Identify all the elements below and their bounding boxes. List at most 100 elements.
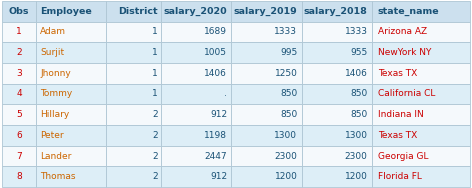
Bar bbox=[2, 63, 36, 84]
Bar bbox=[161, 166, 231, 187]
Text: Employee: Employee bbox=[40, 7, 92, 16]
Text: Florida FL: Florida FL bbox=[378, 172, 421, 181]
Bar bbox=[302, 42, 372, 63]
Bar bbox=[2, 84, 36, 104]
Text: 850: 850 bbox=[280, 110, 297, 119]
Bar bbox=[231, 166, 302, 187]
Text: 1005: 1005 bbox=[204, 48, 227, 57]
Bar bbox=[36, 1, 106, 22]
Text: 6: 6 bbox=[16, 131, 22, 140]
Text: 1: 1 bbox=[152, 48, 158, 57]
Text: District: District bbox=[118, 7, 158, 16]
Text: 5: 5 bbox=[16, 110, 22, 119]
Text: 1333: 1333 bbox=[274, 27, 297, 36]
Bar bbox=[302, 104, 372, 125]
Text: Indiana IN: Indiana IN bbox=[378, 110, 423, 119]
Text: NewYork NY: NewYork NY bbox=[378, 48, 431, 57]
Bar bbox=[106, 1, 161, 22]
Text: 1333: 1333 bbox=[345, 27, 368, 36]
Bar bbox=[2, 22, 36, 42]
Bar bbox=[302, 1, 372, 22]
Text: Arizona AZ: Arizona AZ bbox=[378, 27, 427, 36]
Bar bbox=[161, 125, 231, 146]
Bar bbox=[106, 166, 161, 187]
Bar bbox=[36, 22, 106, 42]
Bar bbox=[161, 1, 231, 22]
Bar bbox=[231, 84, 302, 104]
Text: state_name: state_name bbox=[378, 7, 439, 16]
Bar bbox=[36, 104, 106, 125]
Text: salary_2020: salary_2020 bbox=[164, 7, 227, 16]
Bar bbox=[2, 104, 36, 125]
Text: 8: 8 bbox=[16, 172, 22, 181]
Text: 1300: 1300 bbox=[274, 131, 297, 140]
Bar bbox=[106, 63, 161, 84]
Bar bbox=[231, 42, 302, 63]
Bar bbox=[161, 104, 231, 125]
Text: Texas TX: Texas TX bbox=[378, 131, 417, 140]
Bar bbox=[106, 84, 161, 104]
Bar bbox=[372, 1, 470, 22]
Text: 1689: 1689 bbox=[204, 27, 227, 36]
Text: Peter: Peter bbox=[40, 131, 64, 140]
Bar bbox=[106, 146, 161, 166]
Text: Hillary: Hillary bbox=[40, 110, 69, 119]
Text: 1: 1 bbox=[152, 89, 158, 99]
Text: 4: 4 bbox=[17, 89, 22, 99]
Bar bbox=[106, 22, 161, 42]
Text: 850: 850 bbox=[350, 89, 368, 99]
Text: Georgia GL: Georgia GL bbox=[378, 152, 428, 161]
Text: Texas TX: Texas TX bbox=[378, 69, 417, 78]
Bar bbox=[36, 146, 106, 166]
Bar bbox=[372, 104, 470, 125]
Text: .: . bbox=[224, 89, 227, 99]
Text: 3: 3 bbox=[16, 69, 22, 78]
Bar bbox=[302, 63, 372, 84]
Text: 1406: 1406 bbox=[204, 69, 227, 78]
Text: Jhonny: Jhonny bbox=[40, 69, 71, 78]
Text: Lander: Lander bbox=[40, 152, 72, 161]
Bar bbox=[372, 125, 470, 146]
Text: 912: 912 bbox=[210, 110, 227, 119]
Bar bbox=[231, 104, 302, 125]
Text: 1: 1 bbox=[152, 27, 158, 36]
Bar bbox=[161, 84, 231, 104]
Bar bbox=[372, 42, 470, 63]
Text: 2: 2 bbox=[17, 48, 22, 57]
Text: 2: 2 bbox=[152, 110, 158, 119]
Text: 955: 955 bbox=[350, 48, 368, 57]
Text: 1406: 1406 bbox=[345, 69, 368, 78]
Bar bbox=[36, 84, 106, 104]
Bar bbox=[161, 22, 231, 42]
Text: 1250: 1250 bbox=[275, 69, 297, 78]
Bar bbox=[36, 166, 106, 187]
Bar bbox=[36, 125, 106, 146]
Bar bbox=[372, 146, 470, 166]
Bar bbox=[161, 63, 231, 84]
Text: Adam: Adam bbox=[40, 27, 66, 36]
Text: 2447: 2447 bbox=[204, 152, 227, 161]
Text: 850: 850 bbox=[350, 110, 368, 119]
Text: salary_2019: salary_2019 bbox=[234, 7, 297, 16]
Bar bbox=[231, 22, 302, 42]
Bar bbox=[2, 146, 36, 166]
Bar bbox=[231, 146, 302, 166]
Text: 2: 2 bbox=[152, 152, 158, 161]
Bar bbox=[372, 84, 470, 104]
Text: 2: 2 bbox=[152, 172, 158, 181]
Bar bbox=[231, 1, 302, 22]
Bar bbox=[231, 63, 302, 84]
Text: California CL: California CL bbox=[378, 89, 435, 99]
Text: Thomas: Thomas bbox=[40, 172, 76, 181]
Bar bbox=[302, 125, 372, 146]
Text: 2: 2 bbox=[152, 131, 158, 140]
Text: 995: 995 bbox=[280, 48, 297, 57]
Bar bbox=[36, 42, 106, 63]
Text: salary_2018: salary_2018 bbox=[304, 7, 368, 16]
Bar bbox=[372, 63, 470, 84]
Bar bbox=[372, 22, 470, 42]
Bar bbox=[106, 104, 161, 125]
Text: 7: 7 bbox=[16, 152, 22, 161]
Text: Obs: Obs bbox=[9, 7, 29, 16]
Bar bbox=[302, 146, 372, 166]
